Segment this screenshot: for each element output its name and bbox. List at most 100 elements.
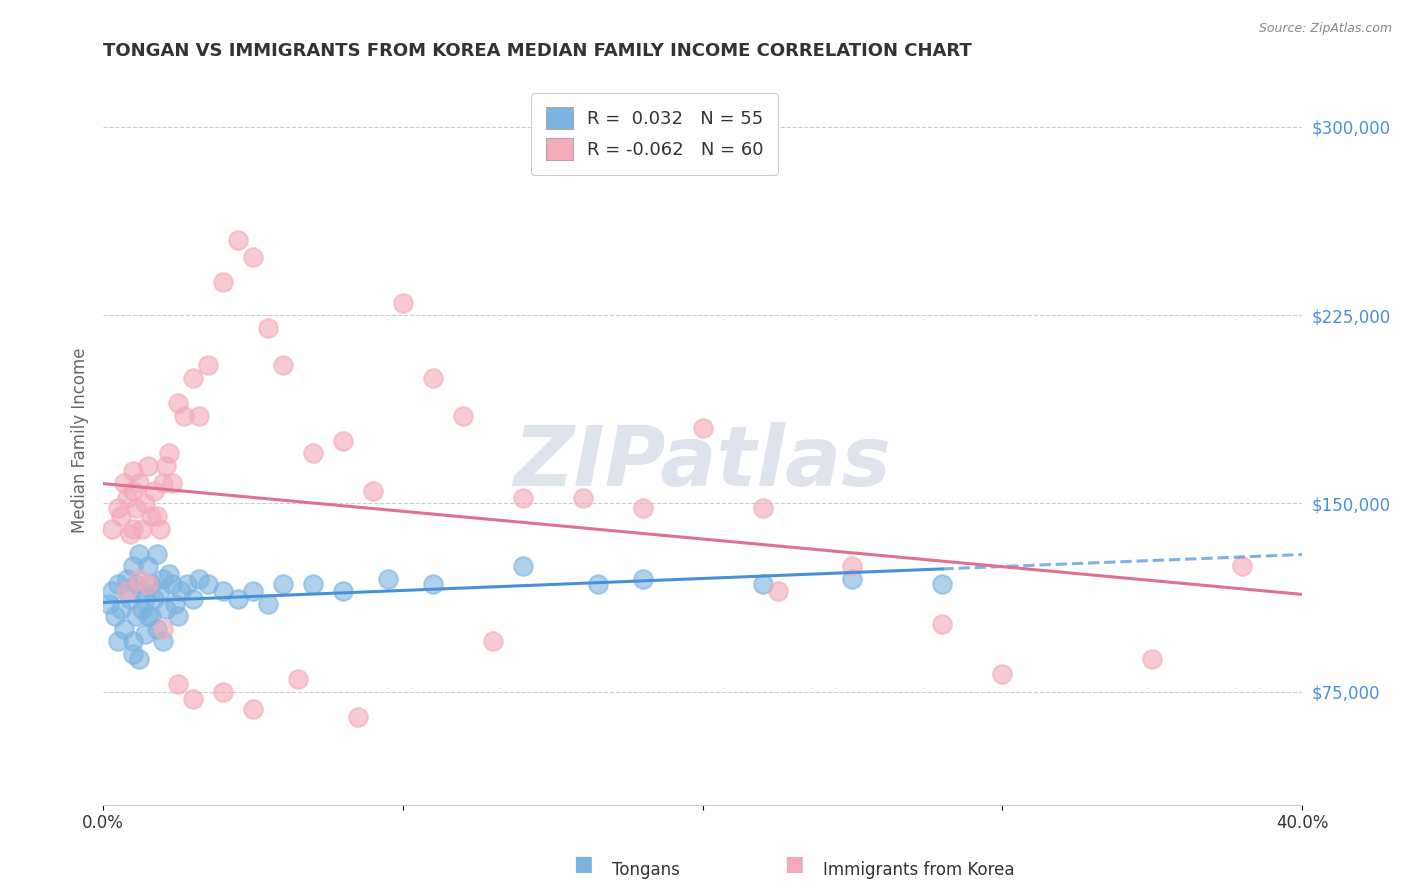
Point <box>125 501 148 516</box>
Point <box>167 396 190 410</box>
Point <box>481 634 503 648</box>
Text: Immigrants from Korea: Immigrants from Korea <box>823 861 1014 879</box>
Point <box>422 371 444 385</box>
Point <box>128 476 150 491</box>
Point <box>1230 559 1253 574</box>
Point <box>104 609 127 624</box>
Point <box>287 672 309 686</box>
Point <box>152 634 174 648</box>
Y-axis label: Median Family Income: Median Family Income <box>72 348 89 533</box>
Point <box>422 576 444 591</box>
Point <box>392 295 415 310</box>
Point <box>139 508 162 523</box>
Point <box>146 547 169 561</box>
Point <box>188 572 211 586</box>
Point <box>101 521 124 535</box>
Point <box>115 491 138 506</box>
Point <box>139 576 162 591</box>
Text: ■: ■ <box>785 854 804 873</box>
Point <box>134 496 156 510</box>
Point <box>176 576 198 591</box>
Point <box>136 576 159 591</box>
Point <box>512 559 534 574</box>
Point <box>751 576 773 591</box>
Point <box>120 591 142 606</box>
Point <box>931 576 953 591</box>
Point <box>377 572 399 586</box>
Legend: R =  0.032   N = 55, R = -0.062   N = 60: R = 0.032 N = 55, R = -0.062 N = 60 <box>531 93 778 175</box>
Point <box>347 710 370 724</box>
Point <box>170 584 193 599</box>
Point <box>125 609 148 624</box>
Point <box>149 521 172 535</box>
Point <box>931 616 953 631</box>
Point <box>120 526 142 541</box>
Point <box>152 622 174 636</box>
Point <box>631 501 654 516</box>
Point <box>242 702 264 716</box>
Point <box>242 584 264 599</box>
Point <box>112 622 135 636</box>
Point <box>143 591 166 606</box>
Text: TONGAN VS IMMIGRANTS FROM KOREA MEDIAN FAMILY INCOME CORRELATION CHART: TONGAN VS IMMIGRANTS FROM KOREA MEDIAN F… <box>103 42 972 60</box>
Point <box>766 584 789 599</box>
Point <box>226 591 249 606</box>
Point <box>302 446 325 460</box>
Point <box>152 476 174 491</box>
Point <box>115 572 138 586</box>
Point <box>181 692 204 706</box>
Point <box>122 647 145 661</box>
Point <box>571 491 593 506</box>
Point <box>257 597 280 611</box>
Point <box>157 446 180 460</box>
Point <box>136 458 159 473</box>
Point <box>692 421 714 435</box>
Point <box>165 597 187 611</box>
Point <box>197 359 219 373</box>
Point <box>155 602 177 616</box>
Point <box>167 677 190 691</box>
Point <box>181 371 204 385</box>
Point <box>131 584 153 599</box>
Point <box>152 572 174 586</box>
Point <box>242 251 264 265</box>
Text: Tongans: Tongans <box>612 861 679 879</box>
Point <box>146 622 169 636</box>
Point <box>149 584 172 599</box>
Text: ZIPatlas: ZIPatlas <box>513 422 891 503</box>
Point <box>160 476 183 491</box>
Point <box>302 576 325 591</box>
Point <box>115 584 138 599</box>
Point <box>332 434 354 448</box>
Point <box>271 359 294 373</box>
Point <box>212 584 235 599</box>
Point <box>128 572 150 586</box>
Point <box>131 602 153 616</box>
Point <box>146 508 169 523</box>
Point <box>173 409 195 423</box>
Point <box>157 566 180 581</box>
Point <box>631 572 654 586</box>
Point <box>167 609 190 624</box>
Point <box>122 464 145 478</box>
Point <box>841 559 863 574</box>
Point <box>271 576 294 591</box>
Point <box>134 591 156 606</box>
Point <box>212 684 235 698</box>
Point <box>361 483 384 498</box>
Point <box>107 634 129 648</box>
Text: Source: ZipAtlas.com: Source: ZipAtlas.com <box>1258 22 1392 36</box>
Point <box>107 501 129 516</box>
Point <box>136 559 159 574</box>
Point <box>226 233 249 247</box>
Point <box>257 320 280 334</box>
Point <box>112 476 135 491</box>
Point <box>122 521 145 535</box>
Point <box>128 652 150 666</box>
Point <box>136 609 159 624</box>
Point <box>128 547 150 561</box>
Point <box>586 576 609 591</box>
Text: ■: ■ <box>574 854 593 873</box>
Point <box>101 584 124 599</box>
Point <box>98 597 121 611</box>
